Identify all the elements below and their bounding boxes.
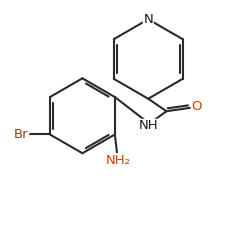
Text: N: N — [143, 13, 153, 26]
Text: NH₂: NH₂ — [106, 154, 131, 167]
Text: NH: NH — [138, 119, 158, 133]
Text: Br: Br — [14, 128, 28, 141]
Text: O: O — [191, 100, 202, 113]
